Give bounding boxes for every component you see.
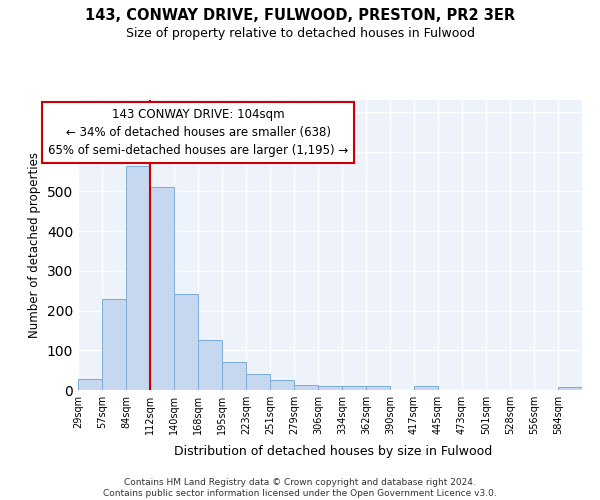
Text: Size of property relative to detached houses in Fulwood: Size of property relative to detached ho… bbox=[125, 28, 475, 40]
Bar bbox=[126, 166, 150, 390]
Bar bbox=[150, 188, 174, 390]
Text: Contains HM Land Registry data © Crown copyright and database right 2024.
Contai: Contains HM Land Registry data © Crown c… bbox=[103, 478, 497, 498]
Y-axis label: Number of detached properties: Number of detached properties bbox=[28, 152, 41, 338]
Bar bbox=[174, 294, 198, 390]
Bar bbox=[78, 379, 102, 390]
Bar bbox=[294, 385, 318, 390]
Text: 143 CONWAY DRIVE: 104sqm
← 34% of detached houses are smaller (638)
65% of semi-: 143 CONWAY DRIVE: 104sqm ← 34% of detach… bbox=[48, 108, 348, 157]
Bar bbox=[246, 374, 270, 390]
Bar bbox=[342, 386, 366, 390]
Bar bbox=[270, 380, 294, 390]
Bar bbox=[222, 362, 246, 390]
Bar bbox=[414, 386, 438, 390]
Bar bbox=[198, 340, 222, 390]
Bar bbox=[318, 386, 342, 390]
Bar bbox=[366, 386, 390, 390]
Bar bbox=[558, 387, 582, 390]
Text: Distribution of detached houses by size in Fulwood: Distribution of detached houses by size … bbox=[174, 444, 492, 458]
Bar bbox=[102, 298, 126, 390]
Text: 143, CONWAY DRIVE, FULWOOD, PRESTON, PR2 3ER: 143, CONWAY DRIVE, FULWOOD, PRESTON, PR2… bbox=[85, 8, 515, 22]
